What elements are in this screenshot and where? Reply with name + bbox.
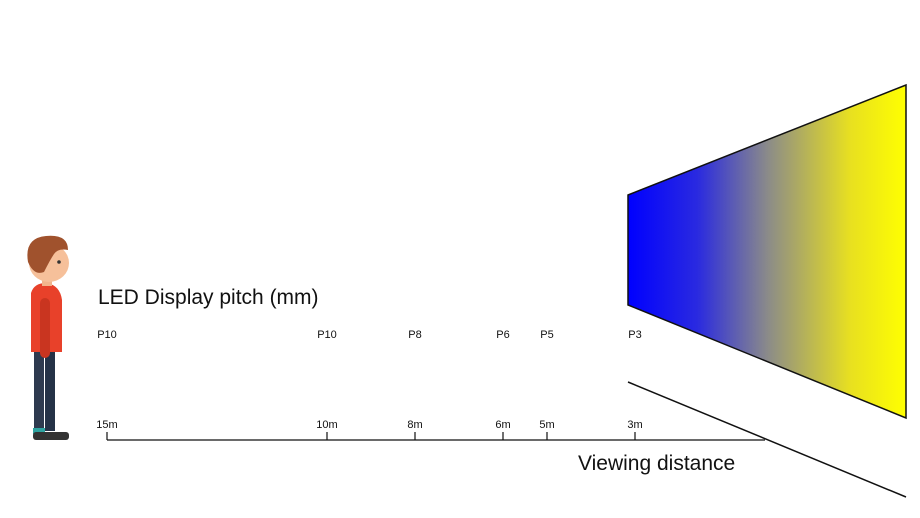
title: LED Display pitch (mm) (98, 286, 319, 309)
distance-label: 3m (627, 419, 642, 431)
led-screen (627, 83, 907, 420)
distance-label: 15m (96, 419, 117, 431)
pitch-label: P8 (408, 329, 421, 341)
distance-label: 5m (539, 419, 554, 431)
person (27, 235, 69, 440)
labels: LED Display pitch (mm) Viewing distance (98, 286, 735, 475)
axis-label: Viewing distance (578, 452, 735, 475)
floor-line (627, 381, 907, 498)
distance-label: 8m (407, 419, 422, 431)
pitch-label: P6 (496, 329, 509, 341)
distance-label: 6m (495, 419, 510, 431)
pitch-label: P10 (317, 329, 337, 341)
pitch-label: P3 (628, 329, 641, 341)
pitch-label: P10 (97, 329, 117, 341)
pitch-label: P5 (540, 329, 553, 341)
distance-label: 10m (316, 419, 337, 431)
